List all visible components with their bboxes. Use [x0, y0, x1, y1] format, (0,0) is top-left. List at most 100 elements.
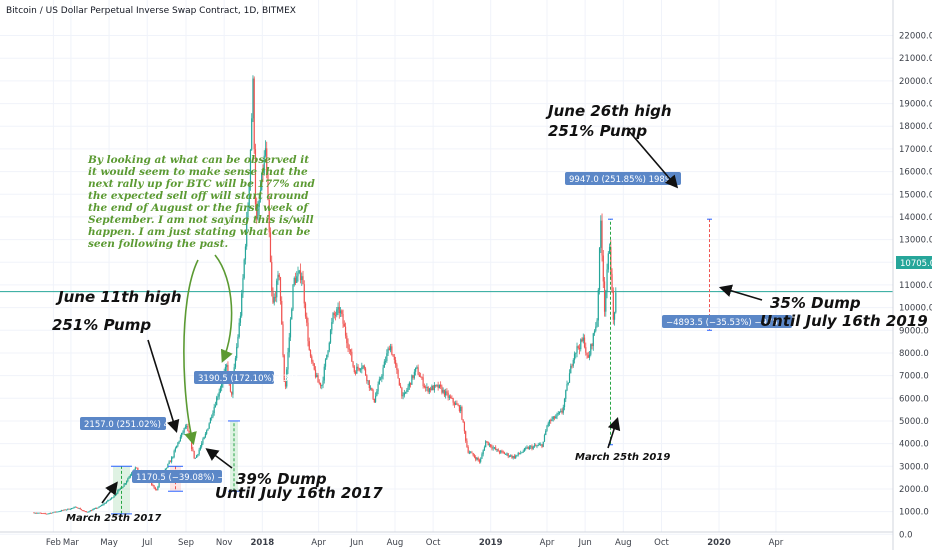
candle-body	[209, 417, 212, 424]
candle-body	[70, 508, 73, 510]
candle-body	[321, 385, 323, 386]
candle-body	[382, 367, 384, 376]
candle-body	[236, 346, 238, 359]
x-tick-label: May	[100, 538, 118, 548]
candle-body	[611, 274, 613, 291]
candle-body	[316, 375, 318, 378]
candle-body	[605, 292, 607, 312]
candle-body	[313, 363, 315, 370]
candle-body	[447, 392, 449, 398]
candle-body	[555, 416, 557, 419]
candle-body	[301, 276, 303, 281]
candle-body	[118, 488, 120, 491]
candle-body	[105, 501, 108, 503]
candle-body	[491, 446, 493, 449]
candle-body	[556, 413, 558, 417]
candle-body	[294, 277, 297, 283]
annotation-dump-2019: 35% Dump	[770, 294, 861, 312]
annotation-arrow	[627, 129, 679, 189]
candle-body	[558, 411, 561, 414]
candle-body	[557, 413, 559, 415]
candle-body	[65, 509, 68, 511]
candle-body	[97, 507, 99, 509]
candle-body	[341, 310, 343, 315]
candle-body	[63, 509, 65, 511]
candle-body	[169, 461, 171, 463]
candle-body	[486, 441, 488, 443]
candle-body	[488, 444, 491, 446]
candle-body	[122, 486, 124, 489]
candle-body	[326, 354, 328, 360]
candle-body	[438, 384, 440, 388]
candle-body	[202, 439, 204, 444]
candle-body	[329, 330, 332, 343]
candle-body	[207, 428, 209, 431]
price-tag-label: 10705.0	[900, 259, 932, 269]
candle-body	[241, 293, 243, 316]
chart-title: Bitcoin / US Dollar Perpetual Inverse Sw…	[6, 6, 296, 16]
candle-body	[135, 467, 138, 469]
candle-body	[460, 406, 462, 412]
candle-body	[410, 382, 412, 385]
candle-body	[333, 313, 335, 315]
candle-body	[217, 396, 219, 398]
candle-body	[407, 386, 409, 391]
candle-body	[416, 367, 418, 369]
candle-body	[74, 506, 76, 508]
candle-body	[583, 337, 586, 348]
candle-body	[425, 387, 427, 388]
measure-label: 1170.5 (−39.08%) −2341	[136, 473, 246, 483]
candle-body	[219, 387, 222, 392]
candle-body	[590, 344, 592, 355]
candle-body	[490, 444, 492, 447]
annotation-arrow	[607, 416, 621, 449]
candle-body	[363, 365, 365, 369]
candle-body	[498, 451, 501, 453]
candle-body	[346, 335, 348, 344]
candle-body	[188, 430, 190, 437]
candle-body	[520, 452, 522, 454]
y-tick-label: 18000.0	[899, 122, 932, 132]
candle-body	[85, 511, 88, 513]
candle-body	[560, 410, 562, 412]
candle-body	[182, 432, 184, 434]
candle-body	[278, 274, 280, 278]
candle-body	[462, 419, 464, 423]
candle-body	[576, 346, 578, 353]
candle-body	[531, 446, 533, 449]
note-line: By looking at what can be observed it	[87, 154, 309, 166]
candle-body	[254, 149, 257, 205]
candle-body	[376, 391, 378, 396]
candle-body	[598, 247, 601, 290]
candle-body	[58, 511, 60, 513]
y-tick-label: 21000.0	[899, 54, 932, 64]
annotation-june-2017-high: June 11th high	[55, 288, 182, 306]
candle-body	[467, 447, 469, 453]
candle-body	[271, 261, 273, 291]
candle-body	[357, 366, 359, 369]
candle-body	[384, 360, 387, 362]
candle-body	[206, 430, 208, 434]
candle-body	[369, 387, 372, 389]
candle-body	[252, 78, 254, 119]
candle-body	[303, 284, 305, 304]
candle-body	[473, 455, 476, 458]
candle-body	[72, 507, 74, 509]
candle-body	[178, 441, 180, 443]
candle-body	[448, 396, 450, 398]
candle-body	[87, 511, 89, 513]
candle-body	[328, 342, 330, 351]
candle-body	[500, 450, 502, 453]
candle-body	[392, 354, 394, 357]
candle-body	[413, 371, 415, 378]
candle-body	[336, 309, 338, 316]
candle-body	[423, 386, 425, 388]
x-tick-label: Sep	[178, 538, 194, 548]
candle-body	[95, 508, 98, 509]
candle-body	[580, 339, 582, 350]
candle-body	[171, 457, 173, 462]
candle-body	[543, 435, 546, 442]
candle-body	[515, 455, 517, 459]
x-tick-label: Apr	[311, 538, 326, 548]
candle-body	[50, 512, 53, 514]
